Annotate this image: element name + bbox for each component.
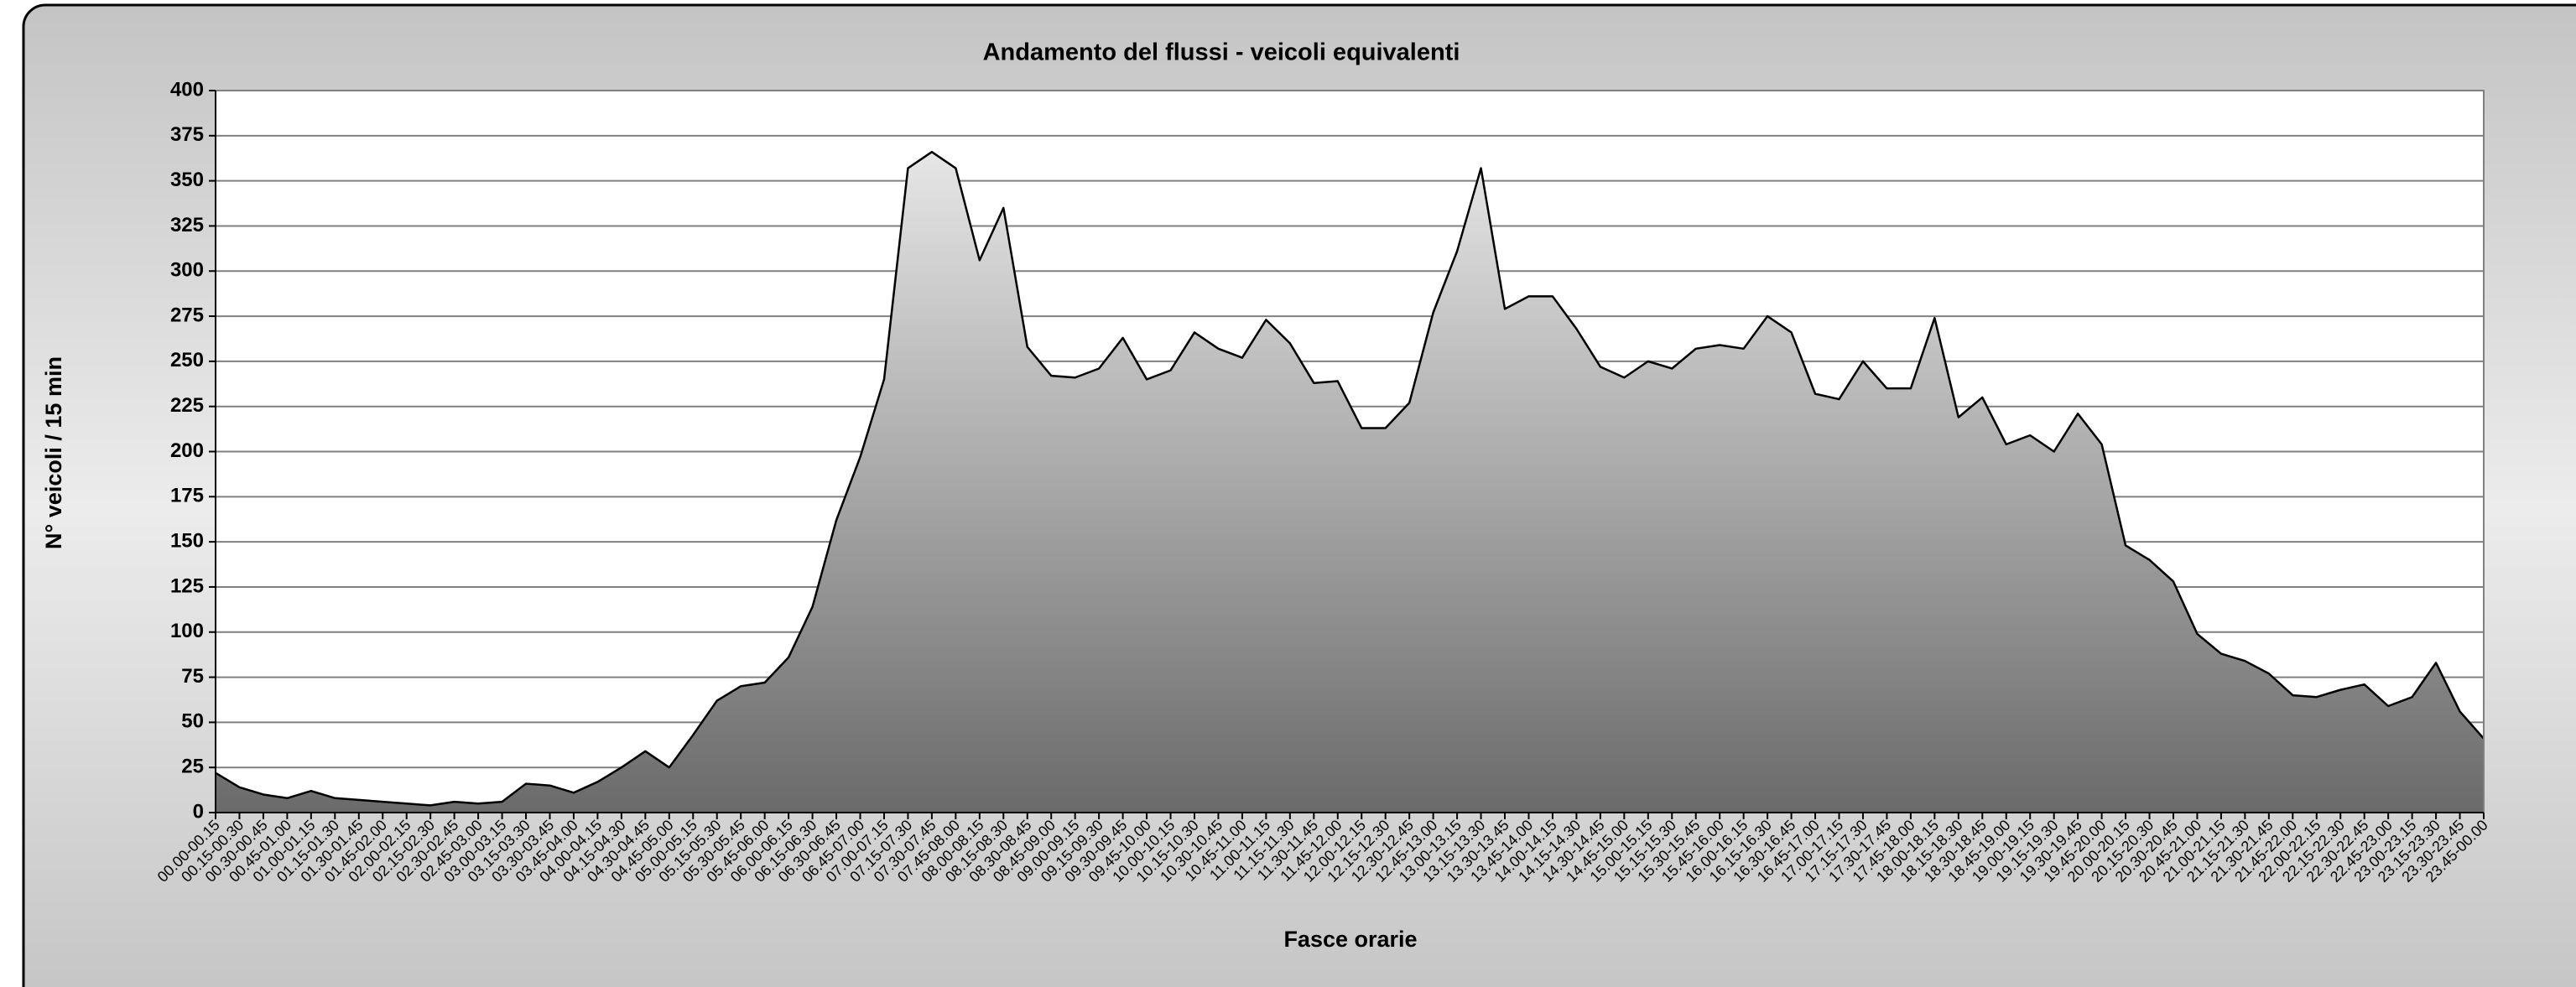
line: [215, 150, 2485, 807]
y-tick-label: 50: [181, 710, 204, 733]
chart-title: Andamento del flussi - veicoli equivalen…: [983, 39, 1460, 66]
y-tick-label: 25: [181, 756, 204, 778]
y-tick-label: 125: [170, 574, 204, 597]
y-tick-label: 250: [170, 349, 204, 371]
y-tick-label: 375: [170, 123, 204, 146]
y-tick-label: 275: [170, 304, 204, 326]
y-tick-label: 225: [170, 394, 204, 417]
area: [216, 152, 2484, 813]
y-axis-label: N° veicoli / 15 min: [41, 356, 66, 549]
y-tick-label: 350: [170, 169, 204, 191]
y-tick-label: 75: [181, 665, 204, 688]
x-axis-label: Fasce orarie: [1283, 927, 1417, 952]
y-tick-label: 175: [170, 485, 204, 507]
y-tick-label: 300: [170, 259, 204, 282]
y-tick-label: 400: [170, 78, 204, 101]
y-tick-label: 200: [170, 439, 204, 462]
y-tick-label: 100: [170, 620, 204, 642]
y-tick-label: 325: [170, 214, 204, 236]
y-tick-label: 150: [170, 529, 204, 552]
y-tick-label: 0: [193, 800, 204, 823]
